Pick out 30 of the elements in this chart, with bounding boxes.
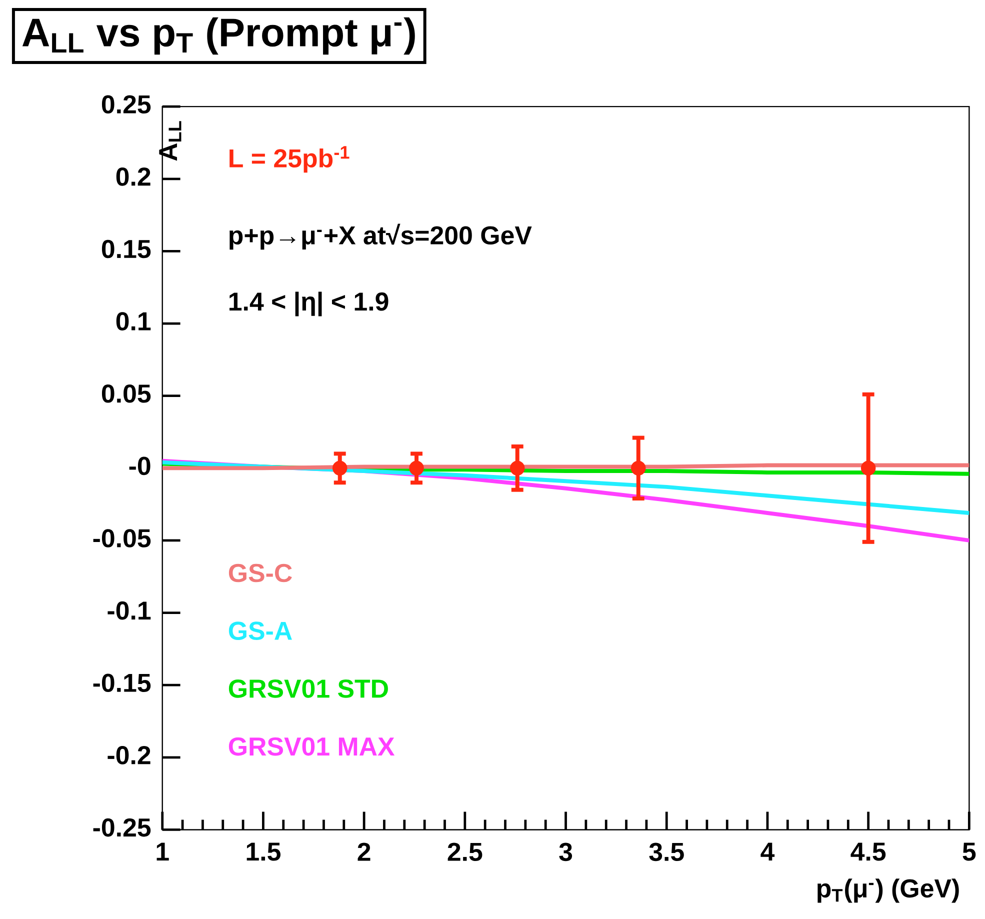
y-tick-label: -0.15 xyxy=(93,674,151,692)
x-tick-label: 4 xyxy=(760,842,775,860)
x-tick-label: 1.5 xyxy=(246,842,280,861)
x-tick-label: 5 xyxy=(962,842,976,861)
annotation: 1.4 < |η| < 1.9 xyxy=(230,292,388,316)
text: GRSV01 MAX xyxy=(228,737,395,756)
annotation: L = 25pb$^{-1}$ xyxy=(230,146,350,172)
y-tick-label: -0.1 xyxy=(108,601,151,620)
y-tick-label: 0.2 xyxy=(116,167,150,186)
y-tick-label: -0 xyxy=(129,456,150,475)
text: GRSV01 STD xyxy=(228,679,388,698)
x-tick-label: 3 xyxy=(559,842,572,861)
y-tick-label: -0.25 xyxy=(93,818,151,837)
text: GS-C xyxy=(228,564,292,582)
y-tick-label: 0.1 xyxy=(116,312,151,330)
y-tick-label: -0.2 xyxy=(108,746,150,764)
y-tick-label: 0.15 xyxy=(102,240,151,258)
y-axis-title: A$_{LL}$ xyxy=(159,120,182,161)
text: GS-A xyxy=(228,622,292,640)
y-tick-label: 0.05 xyxy=(102,384,151,403)
x-axis-title: p$_{T}$(μ$^{-}$) (GeV) xyxy=(818,878,959,903)
x-tick-label: 3.5 xyxy=(649,842,684,861)
chart-title: A$_{LL}$ vs p$_{T}$ (Prompt μ$^{-}$) xyxy=(22,17,415,54)
annotation: p+p→μ$^{-}$+X at√s=200 GeV xyxy=(230,224,532,250)
x-tick-label: 2 xyxy=(358,842,370,861)
x-tick-label: 1 xyxy=(156,842,169,860)
y-tick-label: 0.25 xyxy=(102,95,151,114)
x-tick-label: 4.5 xyxy=(850,842,886,861)
y-tick-label: -0.05 xyxy=(93,528,151,548)
x-tick-label: 2.5 xyxy=(448,842,482,861)
